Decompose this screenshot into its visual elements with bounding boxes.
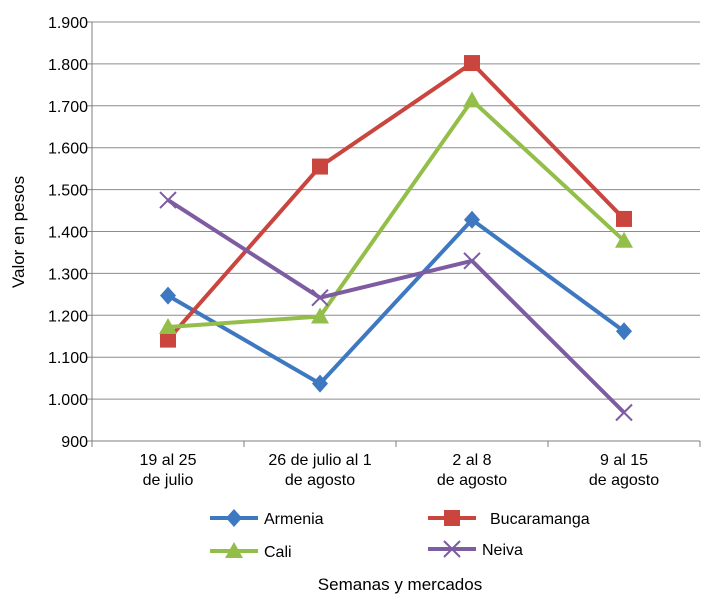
y-tick-label: 1.600 xyxy=(48,141,88,158)
series-bucaramanga xyxy=(160,55,632,348)
data-point-cali xyxy=(311,307,329,324)
legend-label-armenia: Armenia xyxy=(264,511,324,528)
legend: Armenia Bucaramanga Cali Neiva xyxy=(210,509,590,561)
legend-label-neiva: Neiva xyxy=(482,542,523,559)
y-tick-label: 1.800 xyxy=(48,57,88,74)
series-line-cali xyxy=(167,98,626,330)
data-point-cali xyxy=(159,318,177,335)
y-tick-label: 900 xyxy=(61,434,88,451)
y-tick-label: 1.400 xyxy=(48,225,88,242)
y-tick-label: 1.000 xyxy=(48,392,88,409)
legend-marker-armenia xyxy=(226,509,242,527)
legend-item-cali: Cali xyxy=(210,542,292,561)
legend-label-cali: Cali xyxy=(264,544,292,561)
y-tick-label: 1.300 xyxy=(48,266,88,283)
series-armenia xyxy=(160,210,632,393)
data-point-bucaramanga xyxy=(312,158,328,175)
x-tick-label: 2 al 8 de agosto xyxy=(437,452,507,489)
x-tick-labels: 19 al 25 de julio 26 de julio al 1 de agost… xyxy=(91,441,701,489)
x-tick-label: 19 al 25 de julio xyxy=(140,452,197,489)
y-tick-label: 1.500 xyxy=(48,183,88,200)
legend-item-armenia: Armenia xyxy=(210,509,324,528)
data-point-neiva xyxy=(463,252,481,270)
series-line-armenia xyxy=(166,217,626,386)
data-point-bucaramanga xyxy=(160,331,176,348)
data-point-armenia xyxy=(312,374,328,393)
y-tick-labels: 900 1.000 1.100 1.200 1.300 1.400 1.500 1.600 1.… xyxy=(48,15,88,451)
legend-marker-cali xyxy=(225,542,243,558)
legend-item-bucaramanga: Bucaramanga xyxy=(428,510,590,528)
x-axis-title: Semanas y mercados xyxy=(318,575,482,594)
y-tick-label: 1.900 xyxy=(48,15,88,32)
legend-marker-neiva xyxy=(443,540,461,558)
x-tick-label: 26 de julio al 1 de agosto xyxy=(268,452,371,489)
data-point-armenia xyxy=(160,286,176,305)
series-line-bucaramanga xyxy=(166,61,626,341)
series-line-neiva xyxy=(166,198,626,414)
data-point-neiva xyxy=(159,191,177,209)
data-point-armenia xyxy=(616,322,632,341)
legend-marker-bucaramanga xyxy=(444,510,460,526)
y-tick-label: 1.700 xyxy=(48,99,88,116)
series-neiva xyxy=(159,191,633,422)
x-tick-label: 9 al 15 de agosto xyxy=(589,452,659,489)
y-tick-label: 1.200 xyxy=(48,308,88,325)
data-point-cali xyxy=(463,91,481,108)
y-axis-title: Valor en pesos xyxy=(9,176,28,288)
data-point-cali xyxy=(615,231,633,248)
series-group xyxy=(159,55,633,422)
data-point-bucaramanga xyxy=(464,55,480,72)
data-point-bucaramanga xyxy=(616,210,632,227)
data-point-neiva xyxy=(615,403,633,422)
legend-label-bucaramanga: Bucaramanga xyxy=(490,511,590,528)
data-point-neiva xyxy=(311,288,329,307)
y-tick-label: 1.100 xyxy=(48,350,88,367)
legend-item-neiva: Neiva xyxy=(428,540,523,559)
gridlines xyxy=(86,21,700,442)
series-cali xyxy=(159,91,633,335)
data-point-armenia xyxy=(464,210,480,229)
